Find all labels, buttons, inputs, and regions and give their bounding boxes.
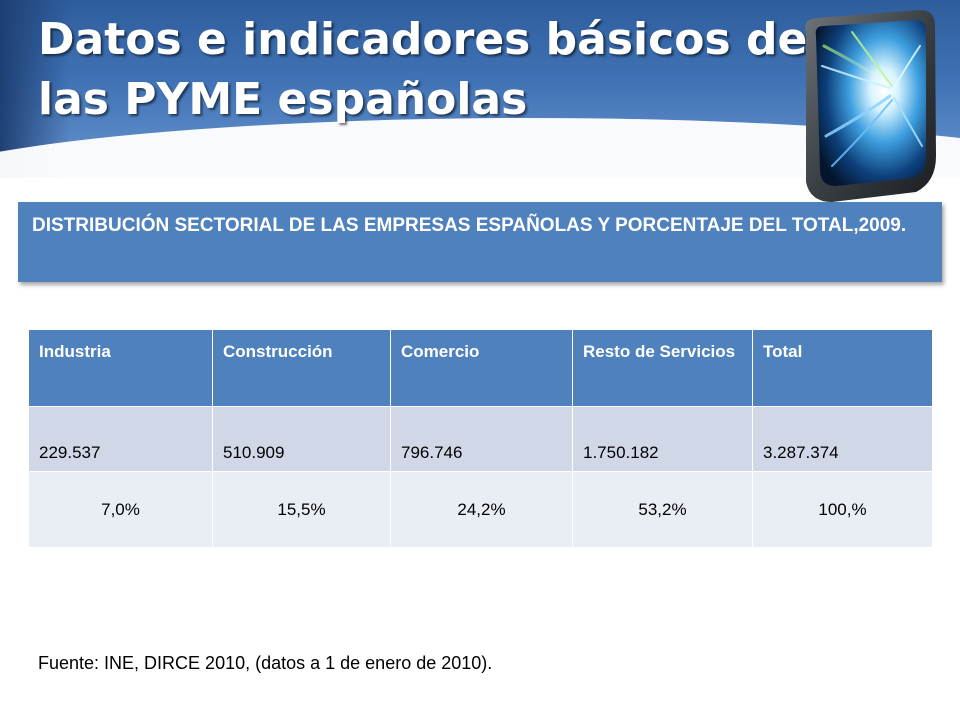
table-cell: 24,2% [390,471,573,548]
table-cell: 7,0% [28,471,213,548]
source-note: Fuente: INE, DIRCE 2010, (datos a 1 de e… [38,653,493,673]
table-row-company-counts: 229.537 510.909 796.746 1.750.182 3.287.… [28,406,933,472]
header-cell-construccion: Construcción [212,329,391,407]
header-cell-industria: Industria [28,329,213,407]
table-cell: 510.909 [212,406,391,472]
table-cell: 3.287.374 [752,406,933,472]
table-header-row: Industria Construcción Comercio Resto de… [28,329,933,407]
table-row-percentages: 7,0% 15,5% 24,2% 53,2% 100,% [28,471,933,548]
header-cell-total: Total [752,329,933,407]
subtitle-text: DISTRIBUCIÓN SECTORIAL DE LAS EMPRESAS E… [32,215,907,236]
title-line-2: las PYME españolas [38,74,528,125]
subtitle-box: DISTRIBUCIÓN SECTORIAL DE LAS EMPRESAS E… [18,202,942,282]
sector-distribution-table: Industria Construcción Comercio Resto de… [28,329,933,548]
table-cell: 796.746 [390,406,573,472]
header-cell-resto-servicios: Resto de Servicios [572,329,753,407]
title-line-1: Datos e indicadores básicos de [38,14,808,65]
title-banner: Datos e indicadores básicos de las PYME … [0,0,960,178]
table-cell: 53,2% [572,471,753,548]
table-cell: 15,5% [212,471,391,548]
header-cell-comercio: Comercio [390,329,573,407]
light-tunnel-cube-icon [805,10,936,202]
slide-title: Datos e indicadores básicos de las PYME … [38,10,807,130]
table-cell: 1.750.182 [572,406,753,472]
table-cell: 100,% [752,471,933,548]
table-cell: 229.537 [28,406,213,472]
